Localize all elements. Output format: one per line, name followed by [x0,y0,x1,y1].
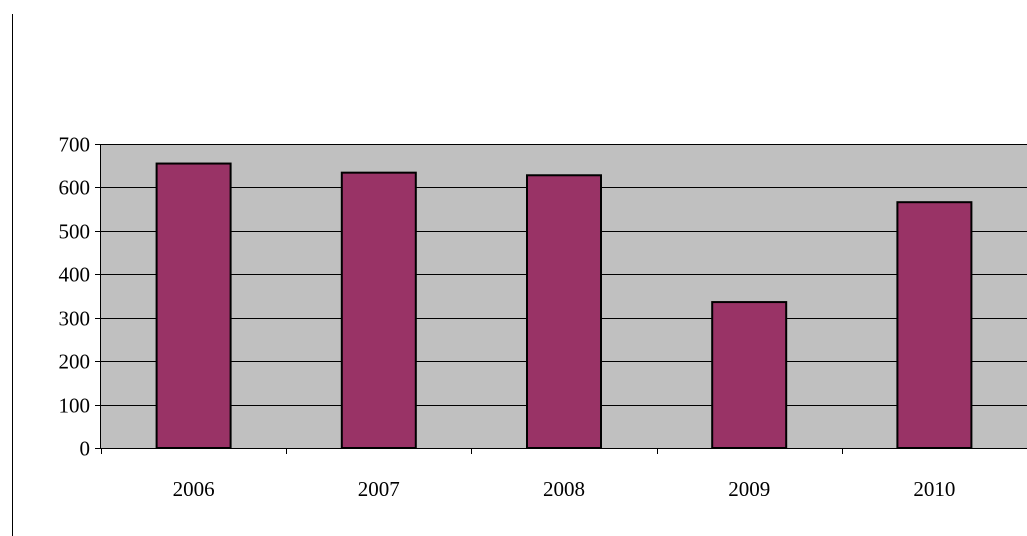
y-tick-label-100: 100 [59,394,91,418]
bar-2010 [896,201,973,449]
x-tick-label-2006: 2006 [173,477,215,501]
bars [155,162,973,450]
x-tick-label-2009: 2009 [728,477,770,501]
x-tick-label-2008: 2008 [543,477,585,501]
y-axis: 0 100 200 300 400 500 600 700 [59,133,101,461]
bar-2006 [155,162,232,450]
y-tick-label-700: 700 [59,133,91,157]
x-tick-label-2010: 2010 [913,477,955,501]
bar-2009 [711,301,788,449]
y-tick-label-300: 300 [59,307,91,331]
x-axis: 2006 2007 2008 2009 2010 [95,448,1027,501]
bar-2007 [340,171,417,449]
y-tick-label-400: 400 [59,263,91,287]
x-tick-label-2007: 2007 [358,477,400,501]
y-tick-label-600: 600 [59,176,91,200]
y-tick-label-0: 0 [80,437,91,461]
bar-2008 [526,174,602,449]
y-tick-label-200: 200 [59,350,91,374]
y-tick-label-500: 500 [59,220,91,244]
